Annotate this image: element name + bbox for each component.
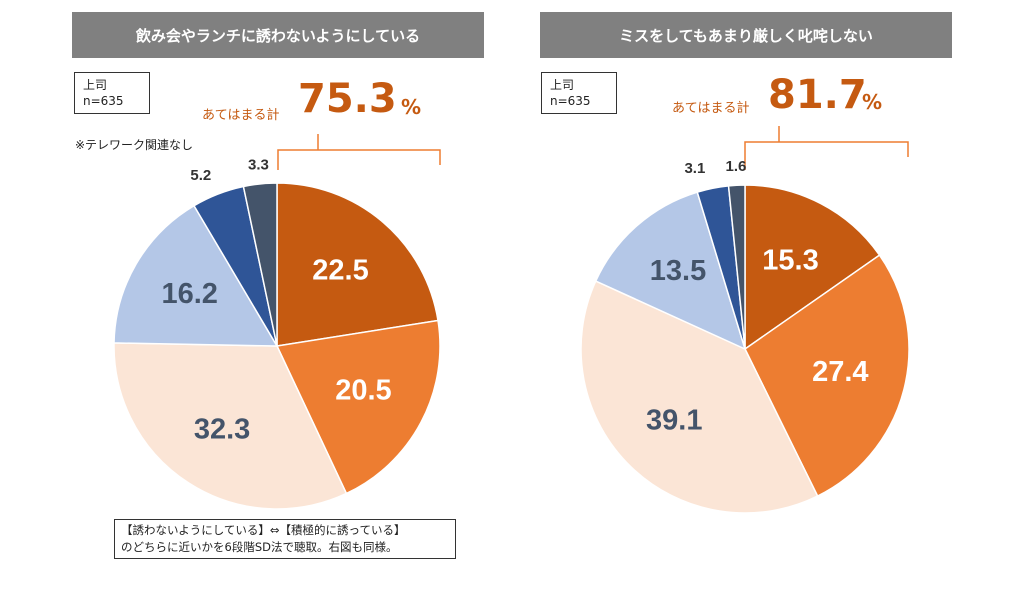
- data-label: 20.5: [335, 374, 391, 406]
- footnote-line: のどちらに近いかを6段階SD法で聴取。右図も同様。: [121, 540, 398, 554]
- data-label: 39.1: [646, 405, 702, 437]
- pie-slice: [276, 182, 439, 347]
- total-value-left: 75.3: [298, 76, 397, 122]
- total-label-right: あてはまる計: [672, 101, 750, 116]
- data-label: 27.4: [812, 356, 868, 388]
- percent-unit-left: %: [401, 95, 422, 119]
- data-label: 13.5: [650, 255, 706, 287]
- pie-slice: [744, 254, 910, 498]
- pie-slice: [744, 184, 881, 351]
- footnote: 【誘わないようにしている】⇔【積極的に誘っている】 のどちらに近いかを6段階SD法…: [114, 519, 456, 559]
- group-label: 上司: [550, 78, 575, 92]
- chart-title-right: ミスをしてもあまり厳しく叱咤しない: [540, 12, 952, 58]
- group-label: 上司: [83, 78, 108, 92]
- pie-slice: [113, 342, 348, 510]
- sample-size: n=635: [83, 94, 124, 108]
- data-label: 32.3: [194, 413, 250, 445]
- percent-unit-right: %: [862, 90, 883, 114]
- data-label: 3.3: [248, 157, 269, 174]
- total-value-right: 81.7: [768, 72, 867, 118]
- pie-slice: [727, 184, 746, 350]
- data-label: 15.3: [762, 244, 818, 276]
- chart-title-left: 飲み会やランチに誘わないようにしている: [72, 12, 484, 58]
- pie-slice: [242, 182, 278, 347]
- sample-size: n=635: [550, 94, 591, 108]
- sample-box-left: 上司 n=635: [74, 72, 150, 114]
- data-label: 22.5: [312, 254, 368, 286]
- pie-slice: [275, 319, 441, 495]
- data-label: 1.6: [726, 158, 747, 175]
- total-label-left: あてはまる計: [202, 108, 280, 123]
- pie-slice: [594, 191, 747, 351]
- note: ※テレワーク関連なし: [75, 138, 194, 152]
- data-label: 3.1: [684, 160, 705, 177]
- sample-box-right: 上司 n=635: [541, 72, 617, 114]
- pie-slice: [113, 204, 279, 347]
- footnote-line: 【誘わないようにしている】⇔【積極的に誘っている】: [121, 523, 406, 537]
- bracket-right: [744, 126, 909, 170]
- pie-slice: [580, 280, 819, 514]
- bracket-left: [277, 134, 441, 170]
- data-label: 5.2: [190, 167, 211, 184]
- data-label: 16.2: [161, 278, 217, 310]
